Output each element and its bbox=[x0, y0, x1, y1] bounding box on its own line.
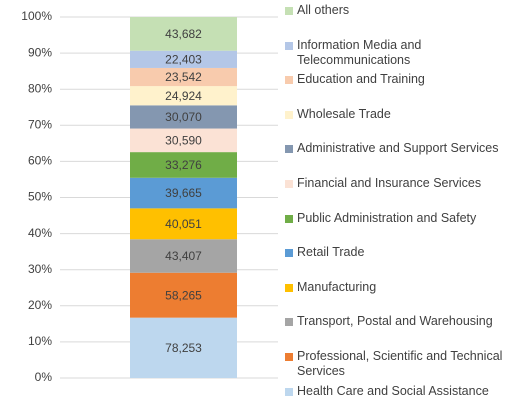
bar-segment bbox=[130, 105, 237, 129]
bar-segment bbox=[130, 272, 237, 318]
legend-label: Retail Trade bbox=[297, 245, 365, 260]
legend-label: Manufacturing bbox=[297, 279, 377, 294]
y-tick-label: 10% bbox=[28, 334, 52, 348]
data-label: 30,590 bbox=[165, 133, 202, 147]
legend-swatch bbox=[285, 214, 293, 223]
legend-swatch bbox=[285, 110, 293, 119]
data-label: 39,665 bbox=[165, 186, 202, 200]
legend-swatch bbox=[285, 76, 293, 85]
data-label: 33,276 bbox=[165, 158, 202, 172]
legend-swatch bbox=[285, 7, 293, 15]
data-label: 24,924 bbox=[165, 89, 202, 103]
legend-label: Wholesale Trade bbox=[297, 106, 391, 121]
legend-swatch bbox=[285, 180, 293, 188]
y-tick-label: 20% bbox=[28, 298, 52, 312]
data-label: 40,051 bbox=[165, 217, 202, 231]
data-label: 23,542 bbox=[165, 70, 202, 84]
legend-label: All others bbox=[297, 3, 350, 17]
legend-swatch bbox=[285, 353, 293, 361]
legend-swatch bbox=[285, 249, 293, 258]
legend-swatch bbox=[285, 283, 293, 292]
y-tick-label: 70% bbox=[28, 117, 52, 131]
legend-label: Financial and Insurance Services bbox=[297, 176, 482, 190]
legend-label: Health Care and Social Assistance bbox=[297, 383, 489, 398]
legend-label: Public Administration and Safety bbox=[297, 210, 477, 225]
bar-segment bbox=[130, 17, 237, 51]
bar-segment bbox=[130, 208, 237, 240]
legend-swatch bbox=[285, 41, 293, 50]
legend-label: Information Media and Telecommunications bbox=[297, 37, 422, 67]
legend-label: Transport, Postal and Warehousing bbox=[297, 314, 493, 329]
y-tick-label: 90% bbox=[28, 45, 52, 59]
bar-segment bbox=[130, 177, 237, 209]
legend-label: Professional, Scientific and Technical S… bbox=[297, 349, 503, 378]
bar-segment bbox=[130, 50, 237, 68]
data-label: 43,407 bbox=[165, 249, 202, 263]
legend-swatch bbox=[285, 318, 293, 327]
legend-label: Education and Training bbox=[297, 72, 425, 87]
y-tick-label: 60% bbox=[28, 154, 52, 168]
y-tick-label: 50% bbox=[28, 190, 52, 204]
legend-swatch bbox=[285, 145, 293, 154]
legend-swatch bbox=[285, 387, 293, 396]
y-tick-label: 100% bbox=[21, 9, 52, 23]
data-label: 78,253 bbox=[165, 341, 202, 355]
y-tick-label: 30% bbox=[28, 262, 52, 276]
y-tick-label: 80% bbox=[28, 81, 52, 95]
data-label: 22,403 bbox=[165, 52, 202, 66]
bar-segment bbox=[130, 128, 237, 153]
bar-segment bbox=[130, 67, 237, 87]
bar-segment bbox=[130, 152, 237, 178]
bar-segment bbox=[130, 239, 237, 273]
y-tick-label: 0% bbox=[35, 370, 53, 384]
bar-segment bbox=[130, 317, 237, 378]
y-tick-label: 40% bbox=[28, 226, 52, 240]
bar-segment bbox=[130, 86, 237, 106]
legend-label: Administrative and Support Services bbox=[297, 141, 499, 156]
data-label: 58,265 bbox=[165, 288, 202, 302]
data-label: 43,682 bbox=[165, 27, 202, 41]
data-label: 30,070 bbox=[165, 110, 202, 124]
